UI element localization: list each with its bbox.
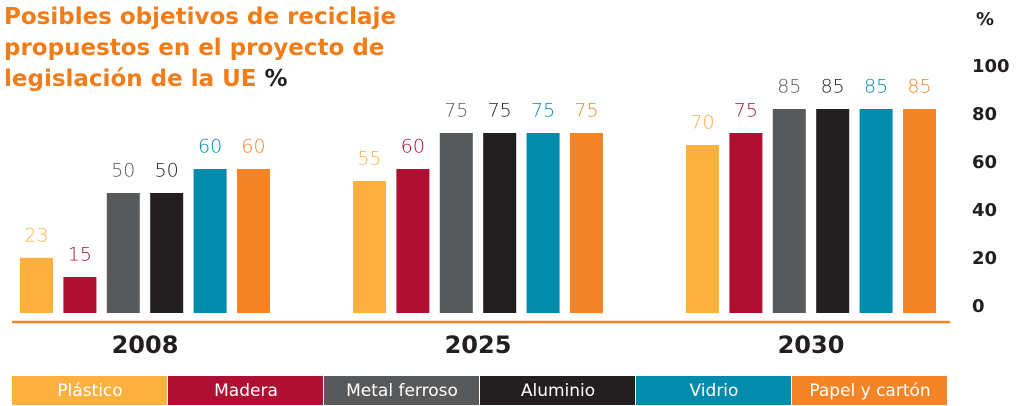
value-label: 75 [531, 100, 555, 122]
legend-label: Aluminio [521, 381, 595, 401]
value-label: 60 [241, 136, 265, 158]
bar [570, 133, 603, 313]
bar [903, 109, 936, 313]
legend-swatch [12, 376, 167, 405]
value-label: 85 [864, 76, 888, 98]
bar [193, 169, 227, 313]
value-label: 55 [357, 148, 381, 170]
bar [106, 193, 140, 313]
y-tick-label: 20 [972, 248, 997, 269]
legend-swatch [792, 376, 947, 405]
value-label: 85 [777, 76, 801, 98]
y-tick-label: 40 [972, 200, 997, 221]
bar [396, 169, 430, 313]
bar [816, 109, 850, 313]
value-label: 75 [444, 100, 468, 122]
bar [772, 109, 806, 313]
legend-swatch [168, 376, 323, 405]
legend-swatch [480, 376, 635, 405]
legend-label: Madera [214, 381, 278, 401]
x-tick-label: 2030 [778, 331, 845, 359]
legend-swatch [324, 376, 479, 405]
value-label: 50 [111, 160, 135, 182]
value-label: 75 [734, 100, 758, 122]
bar [353, 181, 386, 313]
legend-label: Papel y cartón [809, 381, 930, 401]
y-tick-label: 100 [972, 56, 1010, 77]
value-label: 85 [821, 76, 845, 98]
value-label: 60 [198, 136, 222, 158]
legend-swatch [636, 376, 791, 405]
y-tick-label: 0 [972, 296, 985, 317]
y-tick-label: 80 [972, 104, 997, 125]
value-label: 85 [907, 76, 931, 98]
chart-title-box: Posibles objetivos de reciclaje propuest… [4, 2, 524, 95]
x-tick-label: 2008 [112, 331, 179, 359]
y-tick-label: 60 [972, 152, 997, 173]
title-unit: % [264, 66, 288, 92]
bar [483, 133, 517, 313]
bar [63, 277, 97, 313]
bar [859, 109, 893, 313]
value-label: 70 [690, 112, 714, 134]
bar [729, 133, 763, 313]
bar [237, 169, 270, 313]
bar [526, 133, 560, 313]
bar [439, 133, 473, 313]
chart-title: Posibles objetivos de reciclaje propuest… [4, 4, 397, 92]
bar [686, 145, 719, 313]
value-label: 60 [401, 136, 425, 158]
value-label: 50 [155, 160, 179, 182]
bar [150, 193, 184, 313]
value-label: 15 [68, 244, 92, 266]
value-label: 23 [24, 224, 48, 246]
value-label: 75 [488, 100, 512, 122]
value-label: 75 [574, 100, 598, 122]
y-axis-label: % [976, 9, 994, 30]
legend-label: Vidrio [690, 381, 739, 401]
legend-label: Metal ferroso [346, 381, 458, 401]
x-tick-label: 2025 [445, 331, 512, 359]
legend-label: Plástico [57, 381, 122, 401]
bar [20, 257, 53, 313]
